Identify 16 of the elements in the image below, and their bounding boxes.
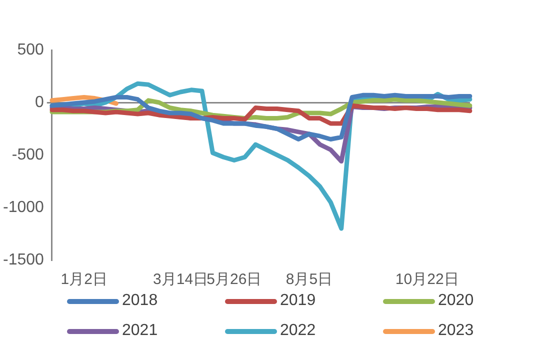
y-tick-label: 0 [35, 94, 44, 111]
x-tick-label: 3月14日 [153, 271, 208, 288]
x-tick-label: 1月2日 [60, 271, 108, 288]
legend-label: 2023 [438, 322, 474, 340]
y-tick-label: -500 [12, 146, 44, 164]
x-tick-label: 5月26日 [206, 271, 262, 288]
legend-label: 2019 [280, 292, 316, 310]
legend-label: 2018 [122, 292, 158, 310]
y-tick-label: 500 [17, 41, 44, 58]
legend-label: 2021 [122, 322, 158, 340]
legend-label: 2020 [438, 292, 474, 310]
x-tick-label: 8月5日 [286, 271, 333, 288]
legend-label: 2022 [280, 322, 316, 340]
y-tick-label: -1500 [3, 251, 44, 268]
x-tick-label: 10月22日 [395, 271, 459, 288]
y-tick-label: -1000 [3, 198, 44, 216]
